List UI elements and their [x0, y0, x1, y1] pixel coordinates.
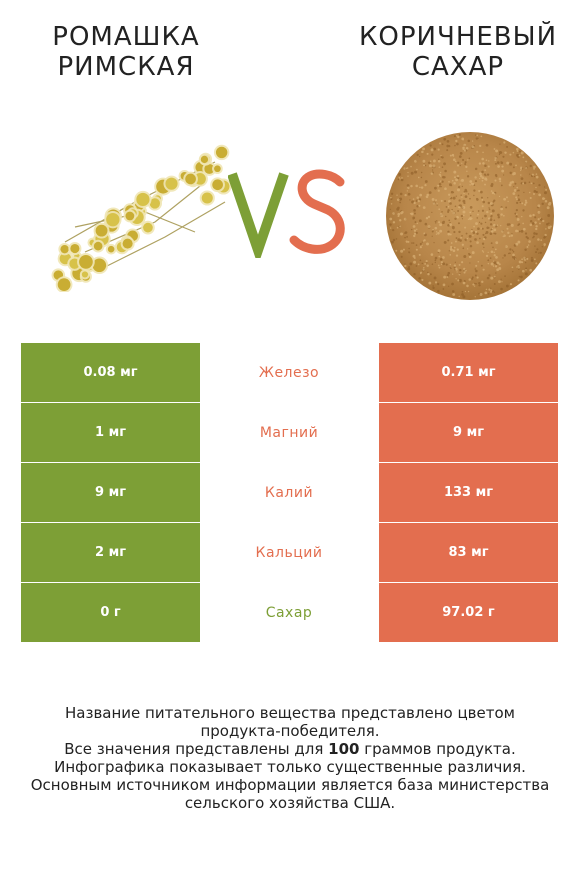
left-value: 0.08 мг: [21, 343, 200, 402]
footer-text: граммов продукта.: [359, 740, 516, 758]
row-divider: [21, 582, 558, 583]
left-product-title: РОМАШКА РИМСКАЯ: [52, 22, 200, 82]
table-row: 2 мг Кальций 83 мг: [21, 523, 558, 583]
nutrient-name: Железо: [200, 343, 378, 402]
nutrient-name: Кальций: [200, 523, 378, 582]
right-value: 133 мг: [379, 463, 558, 522]
footer-bold-number: 100: [328, 740, 360, 758]
nutrient-name: Магний: [200, 403, 378, 462]
footer-text: Все значения представлены для: [64, 740, 329, 758]
footer-line: Инфографика показывает только существенн…: [54, 758, 526, 776]
table-row: 0 г Сахар 97.02 г: [21, 583, 558, 643]
nutrient-name: Сахар: [200, 583, 378, 642]
footer-line: Название питательного вещества представл…: [65, 704, 515, 722]
right-value: 97.02 г: [379, 583, 558, 642]
table-row: 0.08 мг Железо 0.71 мг: [21, 343, 558, 403]
chamomile-image: [51, 144, 232, 292]
footer-notes: Название питательного вещества представл…: [20, 704, 560, 812]
footer-line: Основным источником информации является …: [30, 776, 550, 794]
left-value: 2 мг: [21, 523, 200, 582]
table-row: 9 мг Калий 133 мг: [21, 463, 558, 523]
comparison-table: 0.08 мг Железо 0.71 мг 1 мг Магний 9 мг …: [21, 343, 558, 643]
brown-sugar-image: [386, 132, 554, 300]
left-value: 1 мг: [21, 403, 200, 462]
footer-line: продукта-победителя.: [200, 722, 380, 740]
left-value: 0 г: [21, 583, 200, 642]
vs-label: [228, 169, 345, 258]
footer-line: Все значения представлены для 100 граммо…: [20, 740, 560, 758]
right-value: 0.71 мг: [379, 343, 558, 402]
row-divider: [21, 522, 558, 523]
right-value: 83 мг: [379, 523, 558, 582]
right-product-title: КОРИЧНЕВЫЙ САХАР: [358, 22, 558, 82]
right-value: 9 мг: [379, 403, 558, 462]
table-row: 1 мг Магний 9 мг: [21, 403, 558, 463]
row-divider: [21, 402, 558, 403]
nutrient-name: Калий: [200, 463, 378, 522]
left-value: 9 мг: [21, 463, 200, 522]
row-divider: [21, 462, 558, 463]
footer-line: сельского хозяйства США.: [184, 794, 396, 812]
